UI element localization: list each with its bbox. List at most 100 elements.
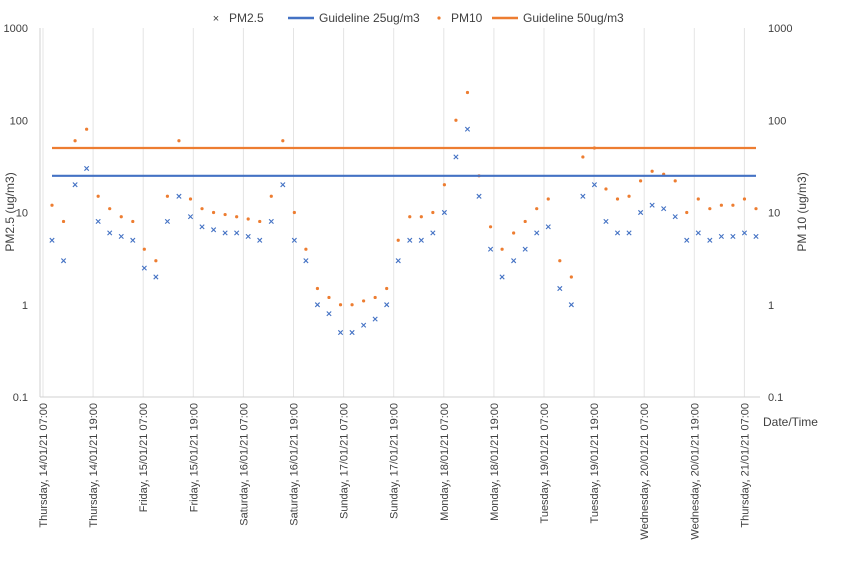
pm10-point: [373, 295, 377, 300]
pm10-point: [235, 215, 239, 219]
x-tick-label: Wednesday, 20/01/21 07:00: [639, 403, 651, 540]
pm25-marker-stroke: [614, 230, 621, 236]
pm25-point: [522, 246, 528, 252]
pm25-point: [695, 230, 701, 236]
pm25-point: [337, 329, 344, 336]
pm10-point: [85, 127, 89, 131]
pm25-marker-stroke: [626, 230, 632, 236]
pm10-point: [650, 169, 654, 173]
pm25-point: [153, 274, 159, 280]
pm25-point: [326, 311, 332, 317]
x-tick-label: Wednesday, 20/01/21 19:00: [689, 403, 701, 540]
pm25-marker-stroke: [291, 237, 297, 243]
pm25-point: [234, 230, 240, 236]
pm25-marker-stroke: [511, 258, 517, 264]
pm10-point: [177, 139, 181, 143]
pm25-point: [499, 274, 505, 280]
right-y-tick-label: 10: [768, 208, 780, 220]
pm10-point: [431, 210, 435, 215]
pm25-marker-stroke: [753, 233, 759, 240]
pm25-marker-stroke: [695, 230, 701, 236]
pm25-point: [649, 202, 655, 208]
pm25-point: [222, 230, 228, 236]
x-tick-label: Sunday, 17/01/21 19:00: [389, 403, 401, 519]
pm25-marker-stroke: [661, 206, 667, 212]
pm25-series: [49, 126, 759, 336]
pm10-point: [154, 259, 158, 263]
pm25-point: [430, 230, 436, 236]
pm10-point: [638, 179, 643, 183]
pm25-point: [718, 233, 724, 240]
pm10-point: [419, 215, 423, 219]
pm25-marker-stroke: [95, 218, 101, 225]
pm10-point: [73, 139, 77, 143]
pm10-point: [188, 197, 193, 201]
pm25-marker-stroke: [603, 218, 609, 225]
pm25-point: [638, 209, 644, 216]
pm25-point: [545, 224, 551, 230]
right-y-tick-labels: 0.1 1 10 100 1000: [768, 23, 792, 404]
pm10-point: [165, 194, 170, 198]
pm25-point: [464, 126, 471, 132]
pm25-marker-stroke: [534, 230, 540, 236]
pm25-point: [107, 230, 113, 236]
pm25-point: [95, 218, 101, 225]
pm25-point: [60, 258, 67, 264]
pm25-point: [741, 230, 748, 236]
pm25-marker-stroke: [638, 209, 644, 216]
pm25-marker-stroke: [464, 126, 471, 132]
pm25-marker-stroke: [303, 258, 309, 264]
pm10-point: [211, 210, 216, 215]
pm10-point: [708, 207, 712, 211]
pm10-point: [604, 187, 608, 191]
legend-marker-pm10-dot: [437, 16, 441, 20]
pm10-point: [581, 155, 585, 159]
pm25-point: [476, 193, 482, 199]
pm25-marker-stroke: [280, 182, 286, 188]
pm10-point: [535, 207, 539, 211]
pm25-point: [557, 285, 563, 292]
left-y-tick-label: 100: [10, 115, 28, 127]
legend-label-guideline-50: Guideline 50ug/m3: [523, 11, 624, 25]
pm10-point: [258, 219, 262, 224]
pm10-point: [119, 215, 123, 219]
pm10-point: [719, 203, 723, 207]
pm25-marker-stroke: [372, 316, 378, 322]
pm25-marker-stroke: [407, 237, 413, 243]
legend: × PM2.5 Guideline 25ug/m3 PM10 Guideline…: [213, 11, 624, 25]
legend-label-pm10: PM10: [451, 11, 483, 25]
pm25-marker-stroke: [649, 202, 655, 208]
pm25-point: [453, 154, 459, 160]
pm10-point: [246, 217, 250, 221]
pm25-point: [580, 193, 586, 199]
left-y-tick-label: 0.1: [13, 392, 28, 404]
pm10-point: [327, 295, 331, 300]
x-tick-label: Monday, 18/01/21 19:00: [489, 403, 501, 521]
x-tick-label: Thursday, 14/01/21 07:00: [38, 403, 50, 528]
legend-label-guideline-25: Guideline 25ug/m3: [319, 11, 420, 25]
pm10-point: [754, 207, 758, 211]
pm10-point: [292, 210, 296, 215]
pm25-point: [361, 322, 367, 328]
x-axis-title: Date/Time: [763, 415, 818, 429]
pm10-point: [362, 299, 366, 303]
x-tick-label: Friday, 15/01/21 19:00: [188, 403, 200, 512]
pm25-point: [534, 230, 540, 236]
pm25-marker-stroke: [72, 182, 78, 188]
pm10-point: [50, 203, 54, 207]
pm25-point: [418, 237, 424, 243]
x-tick-label: Friday, 15/01/21 07:00: [138, 403, 150, 512]
pm25-point: [614, 230, 621, 236]
right-y-axis-title: PM 10 (ug/m3): [795, 172, 809, 251]
pm25-marker-stroke: [337, 329, 344, 336]
guideline-lines: [52, 146, 756, 177]
pm25-point: [395, 258, 401, 264]
pm25-point: [407, 237, 413, 243]
pm10-point: [385, 286, 389, 291]
pm25-point: [730, 233, 736, 240]
pm10-point: [200, 207, 204, 211]
pm25-point: [280, 182, 286, 188]
pm10-point: [223, 212, 227, 217]
pm10-point: [523, 219, 527, 224]
